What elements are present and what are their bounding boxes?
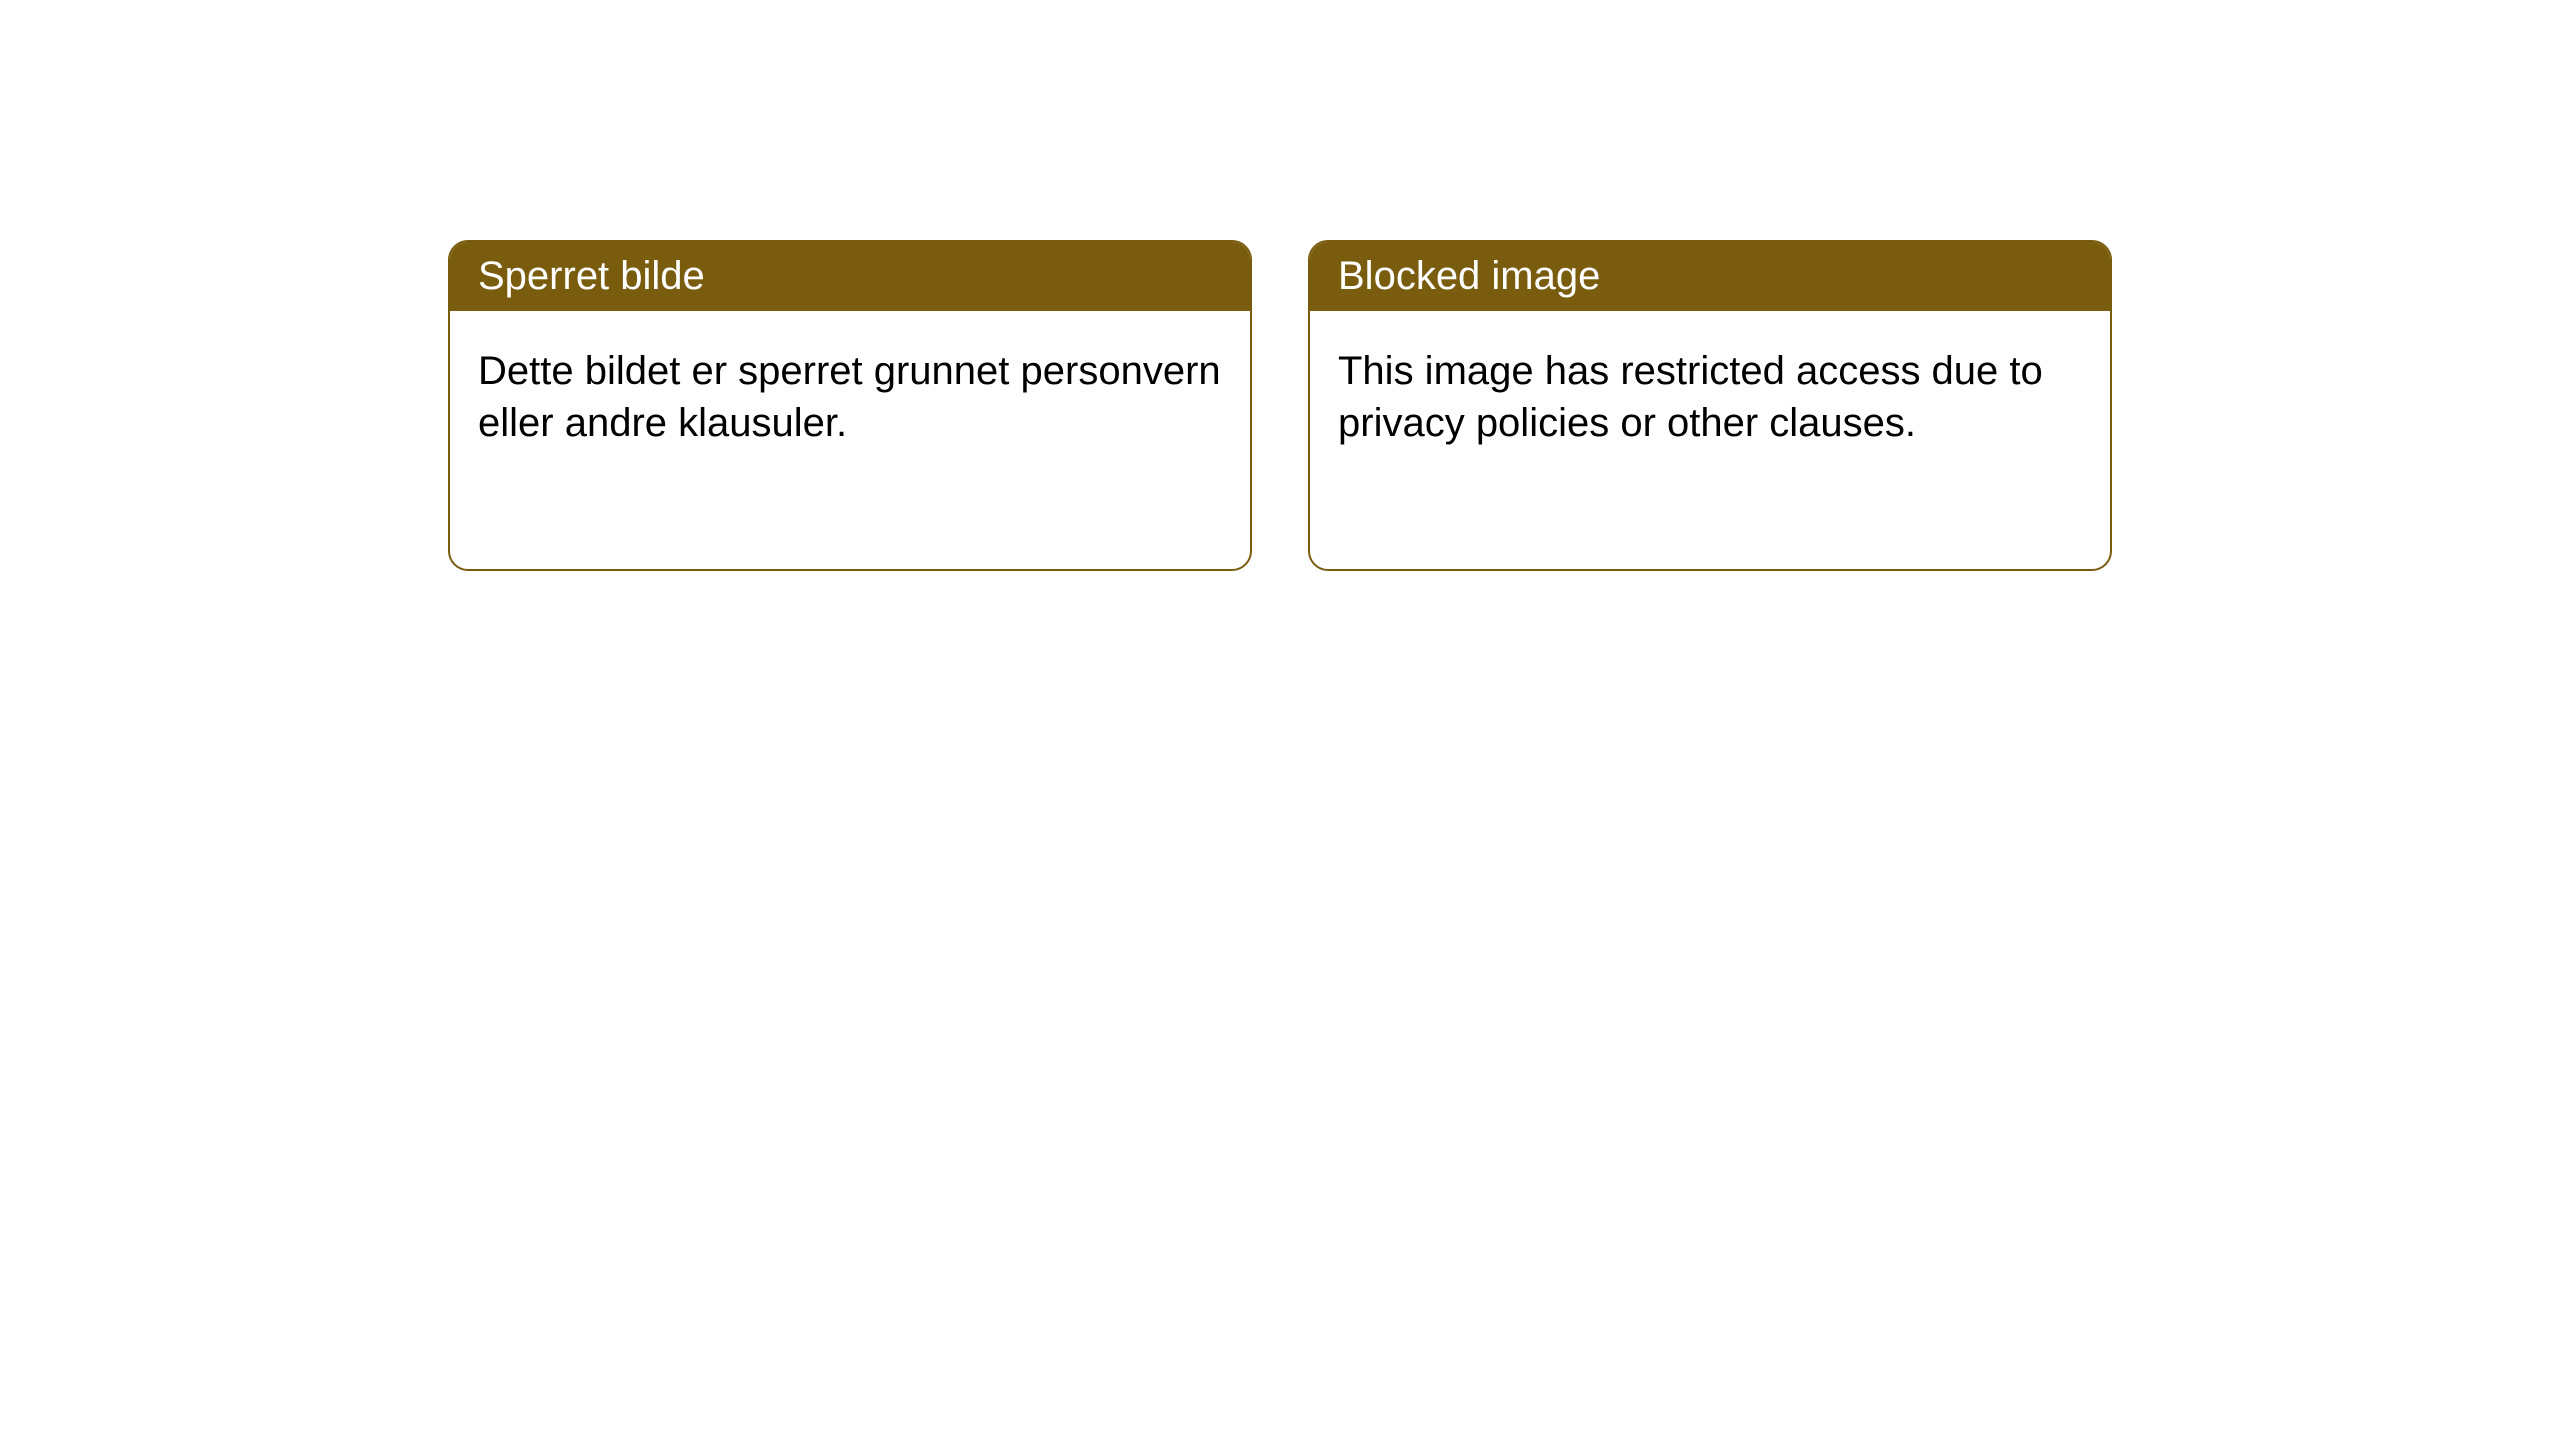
notice-card-body: Dette bildet er sperret grunnet personve…	[450, 311, 1250, 569]
notice-card-body: This image has restricted access due to …	[1310, 311, 2110, 569]
notice-card-header: Blocked image	[1310, 242, 2110, 311]
notice-card-norwegian: Sperret bilde Dette bildet er sperret gr…	[448, 240, 1252, 571]
notice-card-english: Blocked image This image has restricted …	[1308, 240, 2112, 571]
notice-cards-container: Sperret bilde Dette bildet er sperret gr…	[0, 0, 2560, 571]
notice-card-header: Sperret bilde	[450, 242, 1250, 311]
